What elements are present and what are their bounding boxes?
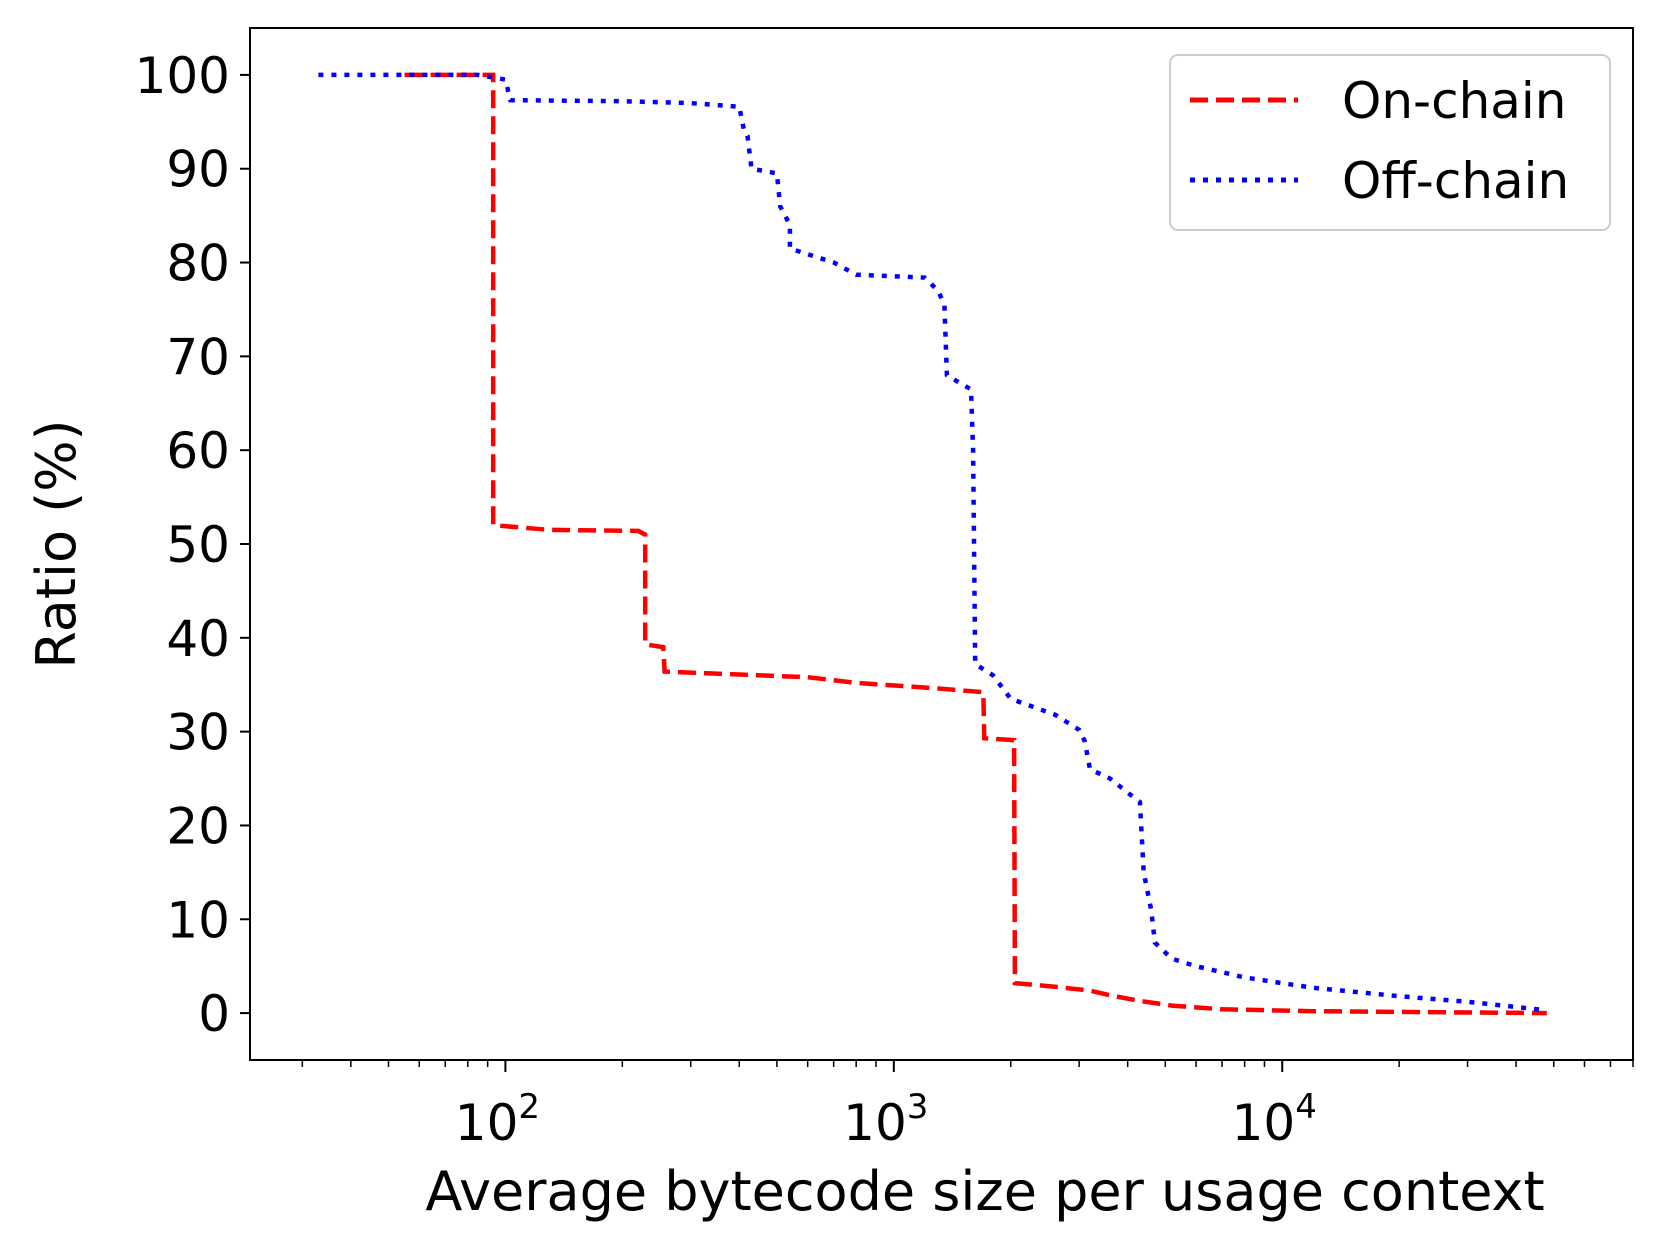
plot-lines [318, 72, 1548, 1016]
y-axis-ticks: 0 10 20 30 40 50 60 70 80 90 100 [135, 47, 250, 1043]
y-tick-label: 10 [166, 891, 230, 949]
y-tick-label: 60 [166, 422, 230, 480]
y-tick-label: 80 [166, 235, 230, 293]
y-tick-label: 0 [198, 985, 230, 1043]
series-line-off-chain [318, 72, 1548, 1013]
y-tick-label: 50 [166, 516, 230, 574]
x-tick-label: 103 [843, 1087, 928, 1152]
y-tick-label: 40 [166, 610, 230, 668]
y-tick-label: 90 [166, 141, 230, 199]
y-tick-label: 70 [166, 328, 230, 386]
x-axis-label: Average bytecode size per usage context [425, 1160, 1544, 1223]
legend: On-chain Off-chain [1169, 54, 1611, 231]
legend-off-chain-label: Off-chain [1342, 152, 1569, 210]
series-line-on-chain [404, 72, 1547, 1016]
y-tick-label: 30 [166, 704, 230, 762]
y-tick-label: 20 [166, 797, 230, 855]
legend-on-chain-label: On-chain [1342, 72, 1567, 130]
y-tick-label: 100 [135, 47, 230, 105]
y-axis-label: Ratio (%) [25, 419, 88, 668]
